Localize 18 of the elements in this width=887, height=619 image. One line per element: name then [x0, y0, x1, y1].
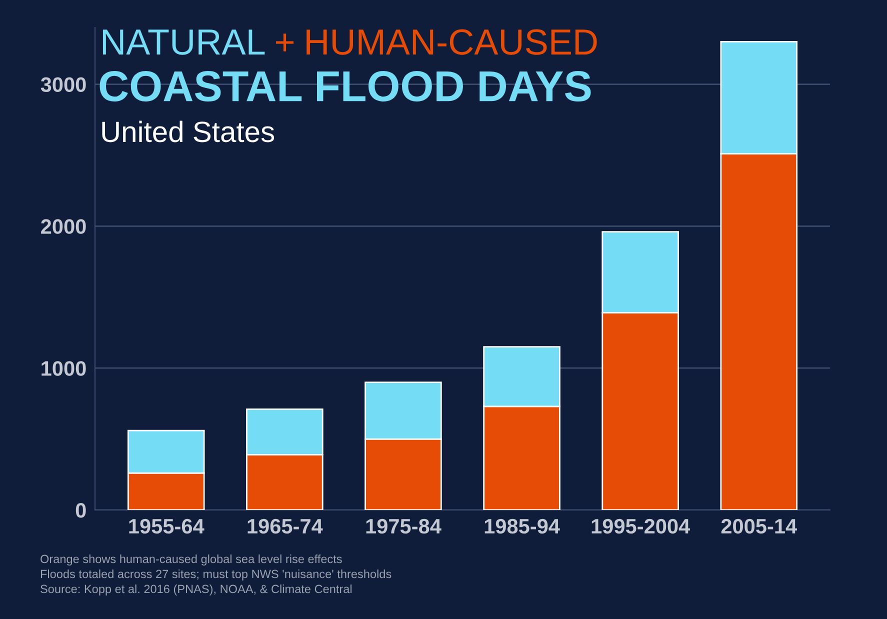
annotation: +	[276, 34, 294, 52]
x-tick-label: 1965-74	[248, 518, 323, 534]
text: Floods totaled across 27 sites; must top NWS 'nuisance' thresholds	[40, 569, 392, 581]
text: HUMAN-CAUSED	[306, 29, 597, 55]
text: United States	[102, 120, 274, 142]
text: COASTAL FLOOD DAYS	[100, 71, 591, 102]
x-tick-label: 2005-14	[721, 518, 797, 534]
source-note: Source: Kopp et al. 2016 (PNAS), NOAA, & Climate Central	[40, 584, 352, 596]
x-tick-label: 1955-64	[129, 518, 204, 534]
y-tick-label: 3000	[40, 77, 86, 92]
text: Orange shows human-caused global sea level rise effects	[40, 554, 342, 566]
x-tick-label: 1975-84	[366, 518, 442, 534]
x-tick-label: 1985-94	[484, 518, 560, 534]
x-tick-label: 1995-2004	[592, 518, 690, 534]
y-tick-label: 2000	[41, 219, 86, 234]
y-tick-label: 1000	[42, 361, 86, 376]
y-tick-label: 0	[76, 503, 86, 518]
text: NATURAL	[102, 30, 265, 55]
